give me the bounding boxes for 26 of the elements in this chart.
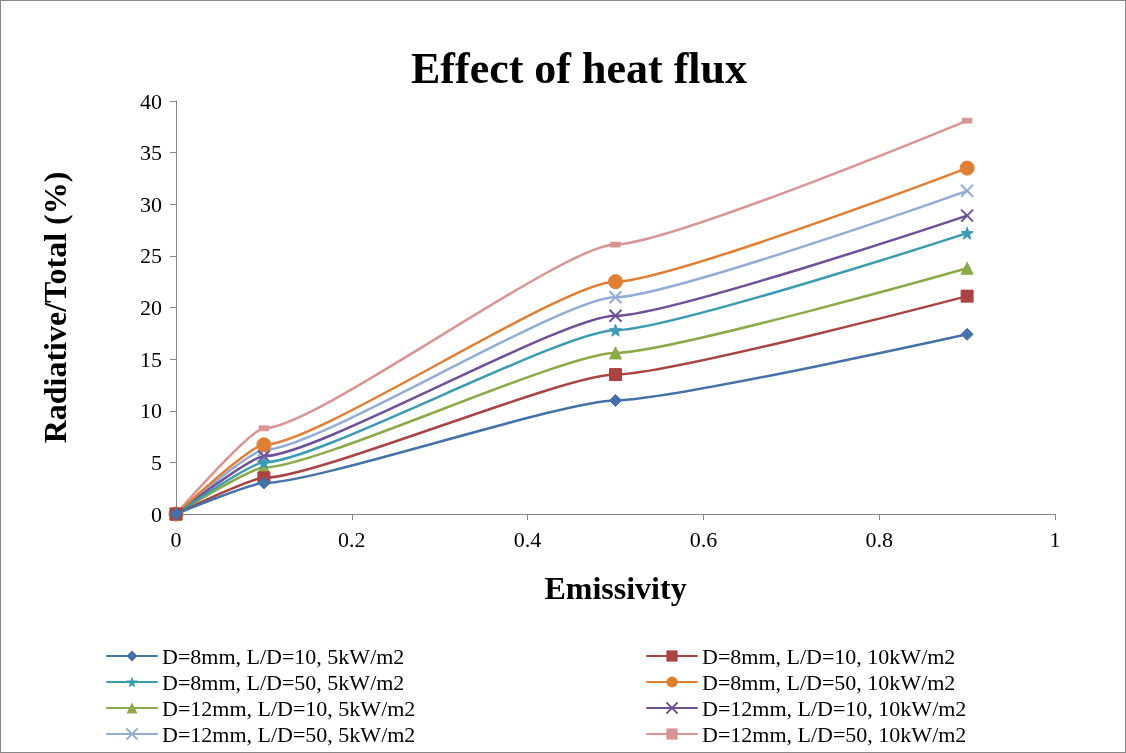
y-tick-label: 25 <box>140 243 162 269</box>
legend-label: D=8mm, L/D=50, 5kW/m2 <box>162 669 405 695</box>
y-tick-label: 15 <box>140 346 162 372</box>
x-tick-label: 1 <box>1049 526 1061 552</box>
x-tick-label: 0.2 <box>338 526 366 552</box>
x-tick-label: 0.6 <box>689 526 718 552</box>
x-axis-title: Emissivity <box>544 570 687 606</box>
legend-label: D=8mm, L/D=10, 10kW/m2 <box>702 643 956 669</box>
x-tick-label: 0.4 <box>513 526 542 552</box>
y-axis-title: Radiative/Total (%) <box>37 171 73 444</box>
y-tick-label: 30 <box>140 191 162 217</box>
legend-label: D=12mm, L/D=10, 10kW/m2 <box>702 695 967 721</box>
x-tick-label: 0.8 <box>865 526 893 552</box>
y-tick-label: 5 <box>151 449 162 475</box>
y-tick-label: 10 <box>140 398 162 424</box>
chart-title: Effect of heat flux <box>410 43 748 93</box>
y-tick-label: 20 <box>140 295 162 320</box>
y-tick-label: 35 <box>140 140 162 166</box>
legend-label: D=8mm, L/D=10, 5kW/m2 <box>162 643 405 669</box>
y-tick-label: 0 <box>151 501 162 527</box>
x-tick-label: 0 <box>170 526 182 552</box>
legend-label: D=12mm, L/D=10, 5kW/m2 <box>162 695 416 721</box>
legend-label: D=12mm, L/D=50, 10kW/m2 <box>702 721 967 747</box>
legend-label: D=12mm, L/D=50, 5kW/m2 <box>162 721 416 747</box>
y-tick-label: 40 <box>140 88 162 114</box>
legend-label: D=8mm, L/D=50, 10kW/m2 <box>702 669 956 695</box>
